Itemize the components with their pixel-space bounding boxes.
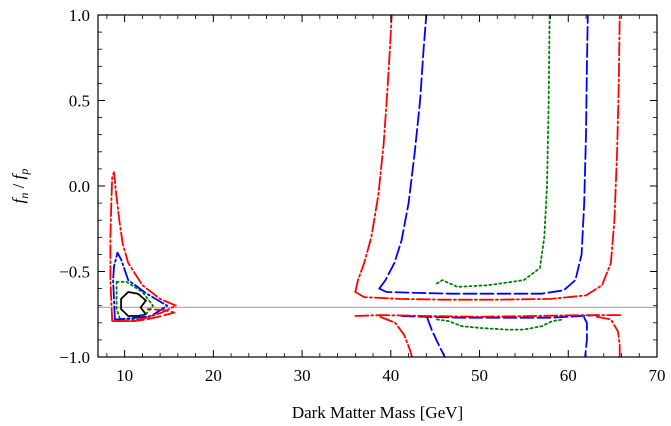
contour-4-0 <box>109 171 177 322</box>
contour-1-2 <box>436 318 565 331</box>
x-tick-label: 50 <box>471 366 488 385</box>
contour-3-0 <box>378 15 428 290</box>
contour-2-0 <box>112 251 169 321</box>
y-tick-label: 1.0 <box>69 6 90 25</box>
contour-3-3 <box>426 316 446 357</box>
y-axis-label-p: p <box>17 169 31 176</box>
y-tick-label: −1.0 <box>59 348 90 367</box>
plot-frame <box>97 14 658 358</box>
x-tick-label: 40 <box>382 366 399 385</box>
contour-4-1 <box>354 15 393 293</box>
x-tick-label: 10 <box>116 366 133 385</box>
contour-1-0 <box>115 280 154 321</box>
y-axis-label-slash: / <box>9 179 28 192</box>
tick-labels-layer: 10 20 30 40 50 60 70 −1.0 −0.5 0.0 0.5 1.0 <box>59 6 665 385</box>
x-tick-label: 60 <box>560 366 577 385</box>
x-axis-label: Dark Matter Mass [GeV] <box>292 403 463 422</box>
contour-0-0 <box>120 291 147 317</box>
contour-4-4 <box>379 315 413 357</box>
contour-1-1 <box>436 15 551 288</box>
x-tick-label: 20 <box>205 366 222 385</box>
contour-4-3 <box>354 314 623 318</box>
y-tick-label: −0.5 <box>59 263 90 282</box>
contour-4-5 <box>595 315 621 357</box>
y-tick-label: 0.0 <box>69 177 90 196</box>
y-tick-label: 0.5 <box>69 92 90 111</box>
x-tick-label: 70 <box>649 366 666 385</box>
x-tick-label: 30 <box>294 366 311 385</box>
contour-4-2 <box>354 15 621 301</box>
ticks-layer <box>98 14 658 358</box>
contour-5-0 <box>113 308 176 322</box>
series-layer <box>109 15 623 357</box>
y-axis-label-f: f <box>9 196 28 203</box>
y-axis-label: fn / fp <box>9 169 31 204</box>
contour-3-1 <box>378 15 589 295</box>
contour-3-4 <box>583 316 588 357</box>
y-axis-label-n: n <box>17 193 31 199</box>
y-axis-label-f2: f <box>9 172 28 179</box>
